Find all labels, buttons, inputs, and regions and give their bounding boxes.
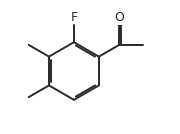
Text: F: F [70, 11, 77, 24]
Text: O: O [114, 11, 124, 24]
